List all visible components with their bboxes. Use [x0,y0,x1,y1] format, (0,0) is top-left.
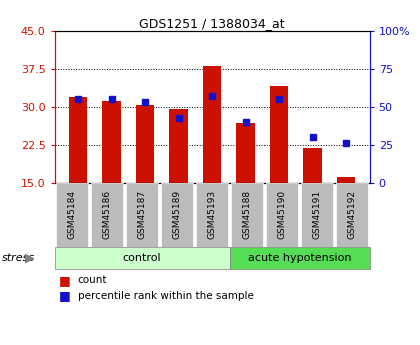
Text: control: control [123,253,161,263]
Text: percentile rank within the sample: percentile rank within the sample [78,291,254,301]
Bar [136,105,154,183]
Bar [236,123,255,183]
Bar [270,86,288,183]
Bar [337,177,355,183]
Text: GSM45189: GSM45189 [173,190,181,239]
Bar [169,109,188,183]
Bar [303,148,322,183]
Text: GSM45192: GSM45192 [348,190,357,239]
Text: acute hypotension: acute hypotension [248,253,352,263]
Text: GSM45186: GSM45186 [102,190,112,239]
Text: ■: ■ [59,274,71,287]
Text: GSM45190: GSM45190 [278,190,286,239]
Text: GSM45191: GSM45191 [312,190,322,239]
Bar [69,97,87,183]
Text: GSM45188: GSM45188 [243,190,252,239]
Bar [203,67,221,183]
Title: GDS1251 / 1388034_at: GDS1251 / 1388034_at [139,17,285,30]
Text: stress: stress [2,253,35,263]
Text: GSM45193: GSM45193 [207,190,217,239]
Text: GSM45184: GSM45184 [68,190,76,239]
Text: GSM45187: GSM45187 [138,190,147,239]
Text: ■: ■ [59,289,71,302]
Bar [102,101,121,183]
Text: count: count [78,275,107,285]
Text: ▶: ▶ [25,252,35,264]
